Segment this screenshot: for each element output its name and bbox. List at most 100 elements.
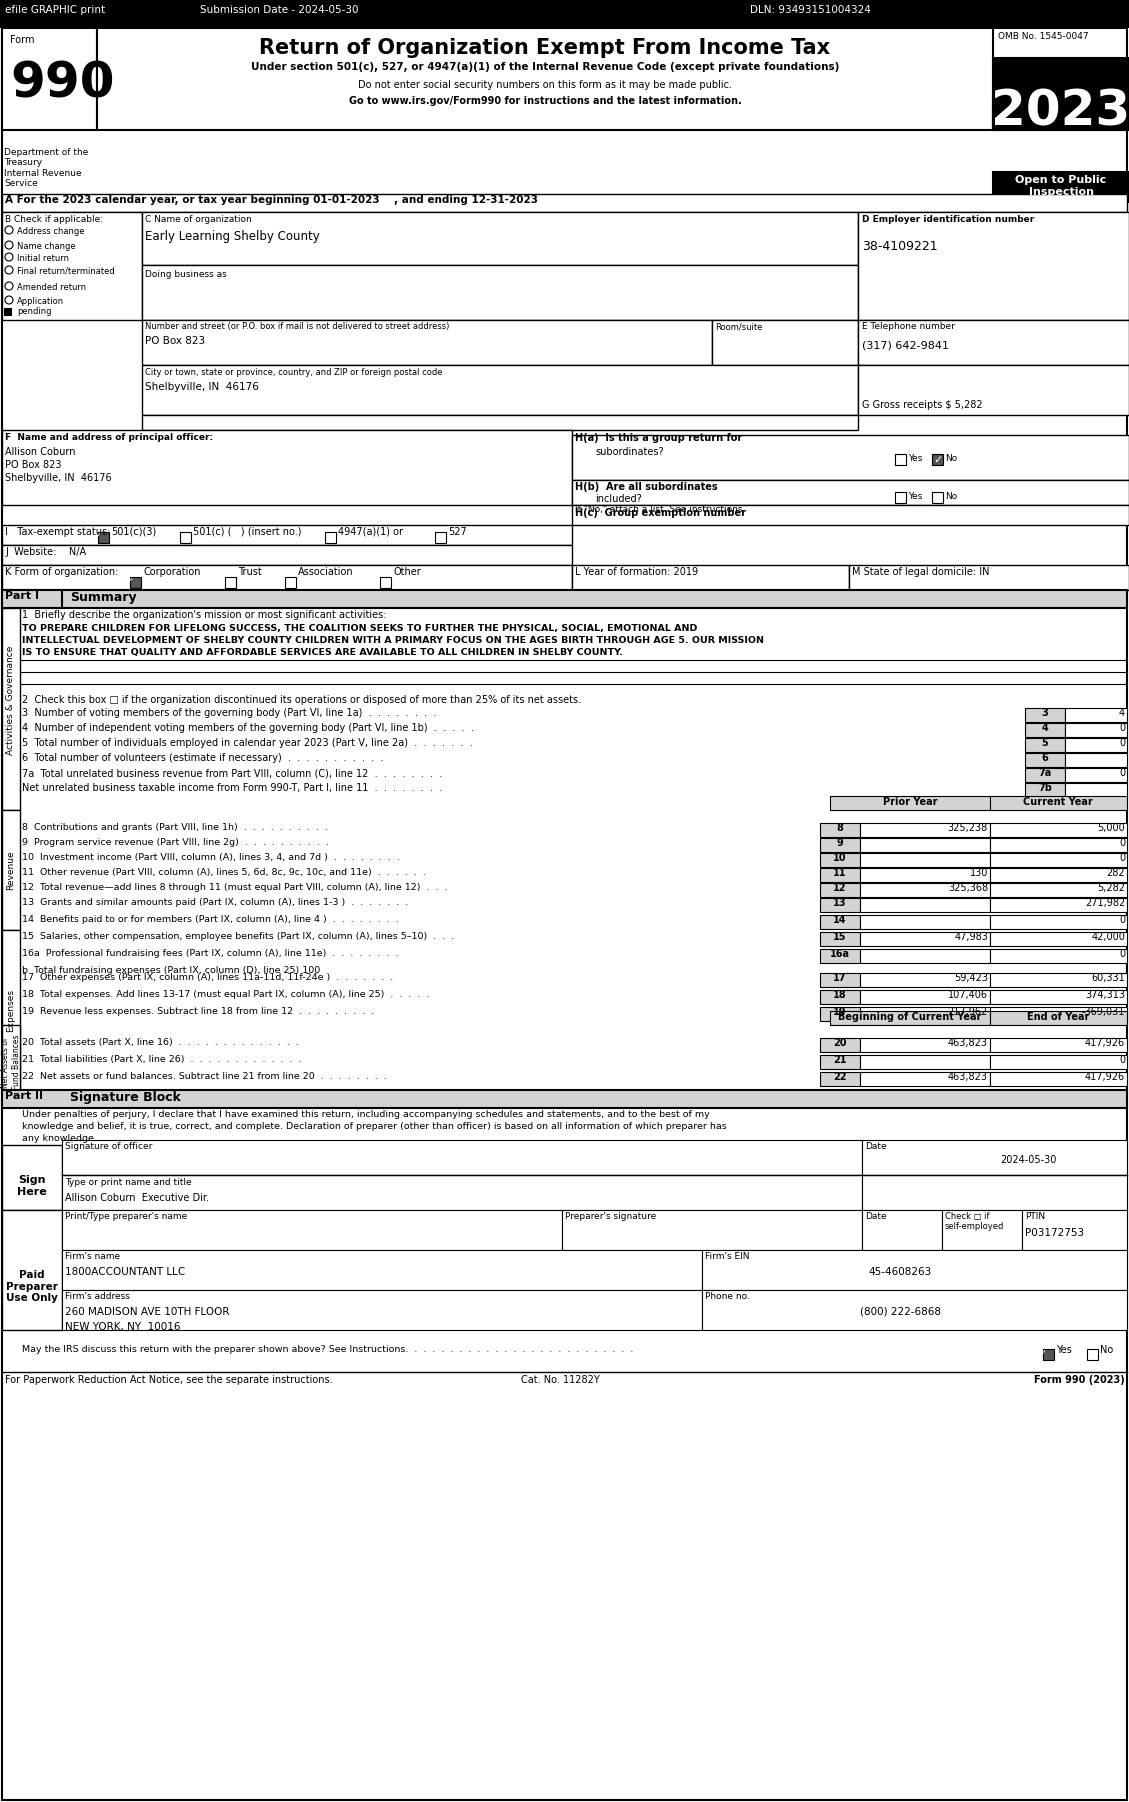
Bar — [820, 897, 860, 912]
Bar — [62, 1209, 562, 1251]
Bar — [1025, 723, 1065, 737]
Text: 107,406: 107,406 — [948, 989, 988, 1000]
Text: 0: 0 — [1119, 915, 1124, 924]
Text: 42,000: 42,000 — [1091, 932, 1124, 942]
Bar — [0, 0, 1129, 29]
Text: P03172753: P03172753 — [1025, 1227, 1084, 1238]
Text: 0: 0 — [1119, 950, 1124, 959]
Bar — [990, 973, 1127, 987]
Text: 130: 130 — [970, 869, 988, 878]
Text: Number and street (or P.O. box if mail is not delivered to street address): Number and street (or P.O. box if mail i… — [145, 323, 449, 332]
Bar — [2, 589, 62, 607]
Text: 20  Total assets (Part X, line 16)  .  .  .  .  .  .  .  .  .  .  .  .  .  .: 20 Total assets (Part X, line 16) . . . … — [21, 1038, 299, 1047]
Text: 45-4608263: 45-4608263 — [868, 1267, 931, 1278]
Circle shape — [5, 225, 14, 234]
Text: Expenses: Expenses — [7, 989, 16, 1031]
Bar — [860, 883, 990, 897]
Bar — [830, 1011, 990, 1025]
Bar — [860, 869, 990, 881]
Bar — [860, 852, 990, 867]
Text: 9: 9 — [837, 838, 843, 849]
Bar — [990, 869, 1127, 881]
Bar — [860, 824, 990, 836]
Text: Phone no.: Phone no. — [704, 1292, 750, 1301]
Bar — [820, 824, 860, 836]
Text: E Telephone number: E Telephone number — [863, 323, 955, 332]
Text: 12: 12 — [833, 883, 847, 894]
Text: Yes: Yes — [1056, 1344, 1071, 1355]
Text: 18  Total expenses. Add lines 13-17 (must equal Part IX, column (A), line 25)  .: 18 Total expenses. Add lines 13-17 (must… — [21, 989, 429, 998]
Text: Preparer's signature: Preparer's signature — [564, 1213, 656, 1222]
Text: NEW YORK, NY  10016: NEW YORK, NY 10016 — [65, 1323, 181, 1332]
Bar — [62, 1175, 863, 1209]
Bar — [572, 566, 849, 589]
Text: 16a  Professional fundraising fees (Part IX, column (A), line 11e)  .  .  .  .  : 16a Professional fundraising fees (Part … — [21, 950, 399, 959]
Text: Yes: Yes — [908, 492, 922, 501]
Text: 2023: 2023 — [991, 88, 1129, 135]
Text: 4  Number of independent voting members of the governing body (Part VI, line 1b): 4 Number of independent voting members o… — [21, 723, 474, 733]
Text: INTELLECTUAL DEVELOPMENT OF SHELBY COUNTY CHILDREN WITH A PRIMARY FOCUS ON THE A: INTELLECTUAL DEVELOPMENT OF SHELBY COUNT… — [21, 636, 764, 645]
Bar — [702, 1290, 1127, 1330]
Text: Summary: Summary — [70, 591, 137, 604]
Bar — [1065, 739, 1127, 751]
Text: Allison Coburn: Allison Coburn — [5, 447, 76, 458]
Text: B Check if applicable:: B Check if applicable: — [5, 214, 103, 223]
Bar — [142, 366, 858, 414]
Text: 21  Total liabilities (Part X, line 26)  .  .  .  .  .  .  .  .  .  .  .  .  .: 21 Total liabilities (Part X, line 26) .… — [21, 1054, 301, 1063]
Bar — [1025, 768, 1065, 782]
Bar — [863, 1209, 942, 1251]
Bar — [1043, 1350, 1054, 1361]
Text: 0: 0 — [1119, 739, 1124, 748]
Bar — [860, 838, 990, 852]
Text: 3: 3 — [1042, 708, 1049, 717]
Bar — [1065, 708, 1127, 723]
Bar — [990, 1011, 1127, 1025]
Text: Under penalties of perjury, I declare that I have examined this return, includin: Under penalties of perjury, I declare th… — [21, 1110, 710, 1119]
Text: Department of the
Treasury
Internal Revenue
Service: Department of the Treasury Internal Reve… — [5, 148, 88, 187]
Text: I   Tax-exempt status:: I Tax-exempt status: — [5, 526, 111, 537]
Text: 8  Contributions and grants (Part VIII, line 1h)  .  .  .  .  .  .  .  .  .  .: 8 Contributions and grants (Part VIII, l… — [21, 824, 327, 833]
Text: 17  Other expenses (Part IX, column (A), lines 11a-11d, 11f-24e )  .  .  .  .  .: 17 Other expenses (Part IX, column (A), … — [21, 973, 393, 982]
Text: Prior Year: Prior Year — [883, 796, 937, 807]
Bar — [2, 1090, 1127, 1108]
Bar — [2, 589, 1127, 607]
Text: 15: 15 — [833, 932, 847, 942]
Bar — [712, 321, 858, 366]
Bar — [97, 29, 994, 130]
Bar — [142, 321, 712, 366]
Text: b  Total fundraising expenses (Part IX, column (D), line 25) 100: b Total fundraising expenses (Part IX, c… — [21, 966, 321, 975]
Text: ✓: ✓ — [933, 454, 943, 465]
Text: 6: 6 — [1042, 753, 1049, 762]
Text: Signature Block: Signature Block — [70, 1090, 181, 1105]
Bar — [858, 213, 1129, 321]
Text: H(c)  Group exemption number: H(c) Group exemption number — [575, 508, 746, 517]
Bar — [820, 869, 860, 881]
Text: 990: 990 — [10, 59, 114, 108]
Bar — [990, 838, 1127, 852]
Text: Amended return: Amended return — [17, 283, 86, 292]
Bar — [1065, 768, 1127, 782]
Text: OMB No. 1545-0047: OMB No. 1545-0047 — [998, 32, 1088, 41]
Bar — [702, 1251, 1127, 1290]
Text: Net Assets or
Fund Balances: Net Assets or Fund Balances — [1, 1034, 20, 1090]
Text: TO PREPARE CHILDREN FOR LIFELONG SUCCESS, THE COALITION SEEKS TO FURTHER THE PHY: TO PREPARE CHILDREN FOR LIFELONG SUCCESS… — [21, 623, 698, 633]
Bar — [863, 1141, 1127, 1175]
Text: Final return/terminated: Final return/terminated — [17, 267, 115, 276]
Text: Address change: Address change — [17, 227, 85, 236]
Text: 417,926: 417,926 — [1085, 1038, 1124, 1049]
Bar — [820, 883, 860, 897]
Text: L Year of formation: 2019: L Year of formation: 2019 — [575, 568, 698, 577]
Bar — [990, 852, 1127, 867]
Text: 417,926: 417,926 — [1085, 1072, 1124, 1081]
Text: 1  Briefly describe the organization's mission or most significant activities:: 1 Briefly describe the organization's mi… — [21, 611, 386, 620]
Bar — [2, 811, 20, 930]
Text: Shelbyville, IN  46176: Shelbyville, IN 46176 — [5, 472, 112, 483]
Text: 463,823: 463,823 — [948, 1038, 988, 1049]
Text: Return of Organization Exempt From Income Tax: Return of Organization Exempt From Incom… — [260, 38, 831, 58]
Circle shape — [5, 252, 14, 261]
Bar — [990, 897, 1127, 912]
Text: 14: 14 — [833, 915, 847, 924]
Text: C Name of organization: C Name of organization — [145, 214, 252, 223]
Bar — [2, 195, 1127, 213]
Text: 9  Program service revenue (Part VIII, line 2g)  .  .  .  .  .  .  .  .  .  .: 9 Program service revenue (Part VIII, li… — [21, 838, 329, 847]
